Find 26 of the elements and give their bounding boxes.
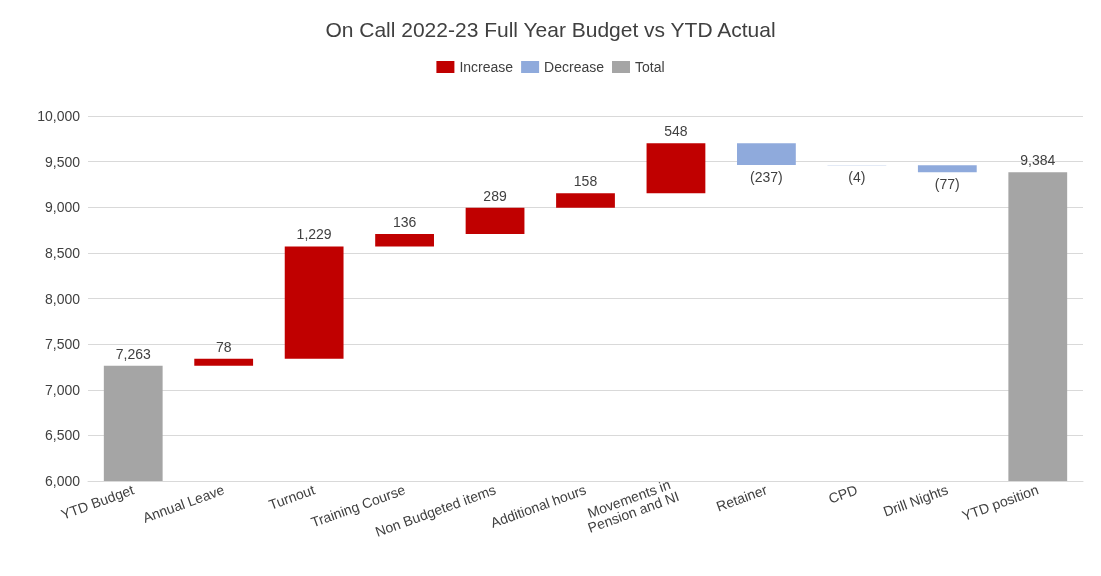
text: 78 — [215, 338, 232, 355]
x-tick-label: Drill Nights — [880, 481, 951, 520]
text: (237) — [750, 168, 783, 185]
text: 548 — [664, 123, 688, 140]
text: (77) — [934, 176, 960, 193]
legend-label: Decrease — [544, 59, 605, 75]
text: 9,384 — [1020, 152, 1056, 169]
x-tick-label: CPD — [826, 481, 860, 507]
y-tick-label: 9,000 — [44, 199, 81, 216]
legend-label: Total — [635, 59, 665, 75]
text: 289 — [483, 187, 507, 204]
text: 1,229 — [296, 226, 332, 243]
text: 136 — [392, 214, 417, 231]
y-tick-label: 8,500 — [44, 244, 81, 261]
text: (4) — [848, 169, 866, 186]
y-tick-label: 10,000 — [37, 108, 81, 124]
legend-label: Increase — [459, 59, 514, 75]
y-tick-label: 7,500 — [44, 336, 81, 353]
y-tick-label: 9,500 — [44, 153, 81, 170]
chart-title: On Call 2022-23 Full Year Budget vs YTD Actual — [325, 18, 776, 41]
y-tick-label: 6,500 — [44, 427, 81, 444]
text: 158 — [573, 173, 598, 190]
y-tick-label: 8,000 — [44, 290, 81, 307]
y-tick-label: 6,000 — [44, 473, 81, 489]
text: 7,263 — [115, 345, 151, 362]
y-tick-label: 7,000 — [44, 381, 81, 398]
